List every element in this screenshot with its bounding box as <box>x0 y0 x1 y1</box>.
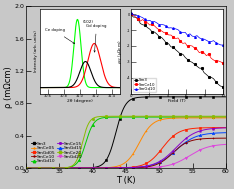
SmGd05 <box>144 163 146 165</box>
SmCe20 <box>25 167 28 169</box>
SmCe15 <box>206 128 209 130</box>
SmGd10 <box>25 167 28 169</box>
Line: SmCe10: SmCe10 <box>25 137 227 169</box>
SmCe10 <box>25 167 28 169</box>
SmCe20 <box>144 115 146 117</box>
SmGd05 <box>147 161 150 163</box>
SmGd10 <box>143 116 146 118</box>
Sm3 <box>144 96 146 98</box>
SmCe10 <box>143 166 146 168</box>
SmCe10 <box>206 137 209 140</box>
SmGd10 <box>224 116 227 118</box>
Sm3 <box>24 167 27 169</box>
SmCe05 <box>225 117 227 119</box>
SmGd20 <box>24 167 27 169</box>
SmGd15 <box>144 165 146 168</box>
SmGd20 <box>206 146 209 148</box>
SmCe20 <box>24 167 27 169</box>
SmGd05 <box>193 127 196 129</box>
Legend: Sm3, SmCe05, SmGd05, SmCe10, SmGd10, SmCe15, SmGd15, SmCe20, SmGd20: Sm3, SmCe05, SmGd05, SmCe10, SmGd10, SmC… <box>30 141 83 164</box>
SmCe05 <box>206 117 209 119</box>
Line: SmCe05: SmCe05 <box>25 117 227 169</box>
SmGd20 <box>147 167 150 169</box>
Line: SmCe20: SmCe20 <box>25 115 227 169</box>
SmCe10 <box>147 166 150 168</box>
SmGd20 <box>25 167 28 169</box>
Line: SmGd15: SmGd15 <box>25 131 227 169</box>
SmCe05 <box>24 167 27 169</box>
SmCe10 <box>24 167 27 169</box>
Sm3 <box>206 96 209 98</box>
SmGd05 <box>24 167 27 169</box>
SmCe05 <box>147 127 150 129</box>
SmCe05 <box>143 133 146 135</box>
SmCe05 <box>25 167 28 169</box>
Sm3 <box>193 96 196 98</box>
Y-axis label: ρ (mΩcm): ρ (mΩcm) <box>4 66 13 108</box>
SmCe15 <box>147 164 150 167</box>
SmGd05 <box>143 163 146 165</box>
SmCe05 <box>193 117 196 119</box>
SmGd15 <box>147 165 150 167</box>
SmCe20 <box>143 115 146 117</box>
SmCe05 <box>144 132 146 134</box>
SmGd10 <box>206 116 209 118</box>
SmCe20 <box>206 115 209 117</box>
SmGd15 <box>206 133 209 135</box>
Sm3 <box>147 96 150 98</box>
SmGd05 <box>206 127 209 129</box>
Sm3 <box>225 96 227 98</box>
SmGd10 <box>225 116 227 118</box>
Sm3 <box>143 96 146 98</box>
X-axis label: T (K): T (K) <box>116 176 136 185</box>
SmCe15 <box>144 165 146 167</box>
SmCe10 <box>144 166 146 168</box>
SmGd10 <box>24 167 27 169</box>
SmGd10 <box>144 116 146 118</box>
SmGd05 <box>25 167 28 169</box>
Line: Sm3: Sm3 <box>25 96 227 169</box>
Line: SmGd05: SmGd05 <box>25 126 227 169</box>
SmCe10 <box>193 139 196 141</box>
Sm3 <box>25 167 28 169</box>
SmCe20 <box>193 115 196 117</box>
Line: SmGd10: SmGd10 <box>25 116 227 169</box>
SmCe15 <box>193 132 196 134</box>
SmGd20 <box>143 167 146 169</box>
SmCe15 <box>225 127 227 129</box>
Line: SmGd20: SmGd20 <box>25 143 227 169</box>
SmCe20 <box>225 115 227 117</box>
SmGd15 <box>193 136 196 138</box>
SmCe15 <box>25 167 28 169</box>
SmCe20 <box>147 115 150 117</box>
SmGd15 <box>225 132 227 134</box>
SmGd20 <box>225 143 227 146</box>
SmGd15 <box>24 167 27 169</box>
SmGd20 <box>193 152 196 154</box>
SmGd10 <box>147 116 150 118</box>
SmCe20 <box>204 115 207 117</box>
SmCe15 <box>24 167 27 169</box>
SmGd15 <box>143 166 146 168</box>
SmGd20 <box>144 167 146 169</box>
SmCe10 <box>225 137 227 139</box>
SmGd05 <box>225 126 227 129</box>
SmCe15 <box>143 165 146 167</box>
Line: SmCe15: SmCe15 <box>25 127 227 169</box>
SmGd15 <box>25 167 28 169</box>
SmGd10 <box>193 116 196 118</box>
